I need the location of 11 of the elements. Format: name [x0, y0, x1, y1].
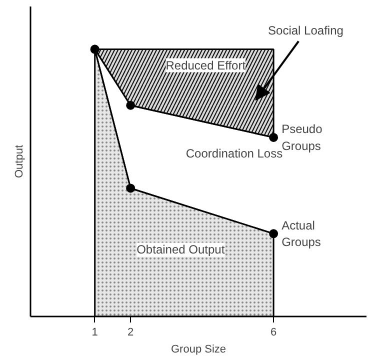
series-label: Pseudo Groups [282, 122, 323, 153]
x-tick-label: 1 [92, 326, 98, 338]
annotation: Obtained Output [136, 242, 226, 257]
text: Social Loafing [268, 24, 344, 38]
x-tick-label: 6 [270, 326, 277, 338]
annotation: Reduced Effort [166, 58, 246, 72]
y-axis-title: Output [14, 144, 26, 178]
annotation: Coordination Loss [186, 146, 283, 160]
x-axis-title: Group Size [170, 344, 226, 356]
series-label: Actual Groups [282, 218, 321, 250]
x-tick-label: 2 [128, 326, 134, 338]
